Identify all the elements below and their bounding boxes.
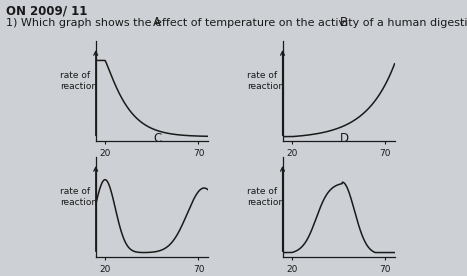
- Text: C: C: [153, 132, 162, 145]
- Text: B: B: [340, 17, 348, 30]
- Text: rate of
reaction: rate of reaction: [247, 71, 284, 91]
- Text: rate of
reaction: rate of reaction: [247, 187, 284, 207]
- Text: D: D: [340, 132, 349, 145]
- Text: A: A: [153, 17, 162, 30]
- Text: rate of
reaction: rate of reaction: [60, 71, 97, 91]
- Text: 1) Which graph shows the effect of temperature on the activity of a human digest: 1) Which graph shows the effect of tempe…: [6, 18, 467, 28]
- X-axis label: temperature /°C: temperature /°C: [115, 161, 189, 170]
- Text: rate of
reaction: rate of reaction: [60, 187, 97, 207]
- X-axis label: temperature /°C: temperature /°C: [302, 161, 375, 170]
- Text: ON 2009/ 11: ON 2009/ 11: [6, 4, 87, 17]
